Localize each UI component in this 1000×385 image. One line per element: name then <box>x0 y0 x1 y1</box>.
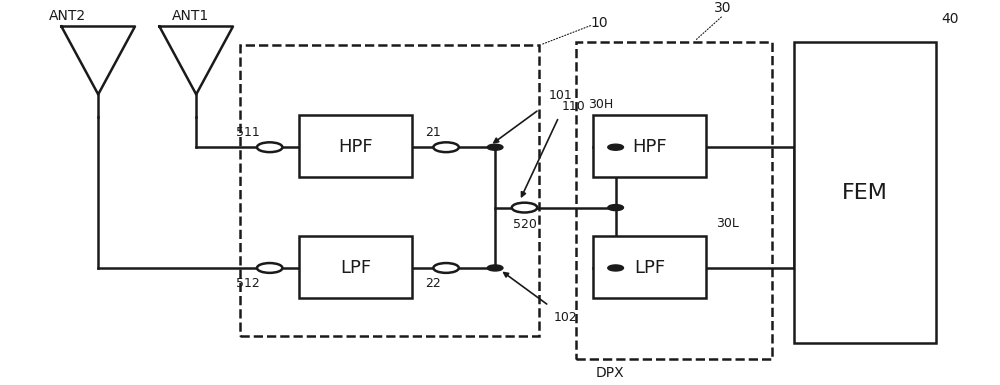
FancyBboxPatch shape <box>299 115 412 177</box>
Text: LPF: LPF <box>340 259 371 277</box>
Circle shape <box>433 142 459 152</box>
Circle shape <box>512 203 537 213</box>
Circle shape <box>608 204 623 211</box>
Text: 102: 102 <box>554 311 578 324</box>
Circle shape <box>487 265 503 271</box>
Circle shape <box>257 142 282 152</box>
Text: DPX: DPX <box>596 366 625 380</box>
Text: 512: 512 <box>236 277 260 290</box>
Circle shape <box>257 263 282 273</box>
Text: 30: 30 <box>714 1 731 15</box>
Text: 110: 110 <box>562 100 585 113</box>
Text: ANT1: ANT1 <box>172 9 209 23</box>
Text: 22: 22 <box>425 277 441 290</box>
FancyBboxPatch shape <box>794 42 936 343</box>
Text: 511: 511 <box>236 126 260 139</box>
Text: 40: 40 <box>941 12 959 27</box>
FancyBboxPatch shape <box>593 236 706 298</box>
Circle shape <box>608 144 623 150</box>
Text: 101: 101 <box>549 89 573 102</box>
FancyBboxPatch shape <box>593 115 706 177</box>
Circle shape <box>433 263 459 273</box>
Text: 520: 520 <box>513 218 536 231</box>
FancyBboxPatch shape <box>240 45 539 336</box>
Text: 30L: 30L <box>716 217 738 230</box>
Text: ANT2: ANT2 <box>49 9 86 23</box>
Text: LPF: LPF <box>634 259 665 277</box>
Text: HPF: HPF <box>338 138 373 156</box>
Circle shape <box>608 265 623 271</box>
Text: HPF: HPF <box>632 138 667 156</box>
Text: FEM: FEM <box>842 182 888 203</box>
Text: 10: 10 <box>590 16 608 30</box>
FancyBboxPatch shape <box>576 42 772 358</box>
Circle shape <box>487 144 503 150</box>
Text: 21: 21 <box>425 126 441 139</box>
FancyBboxPatch shape <box>299 236 412 298</box>
Text: 30H: 30H <box>588 99 613 111</box>
